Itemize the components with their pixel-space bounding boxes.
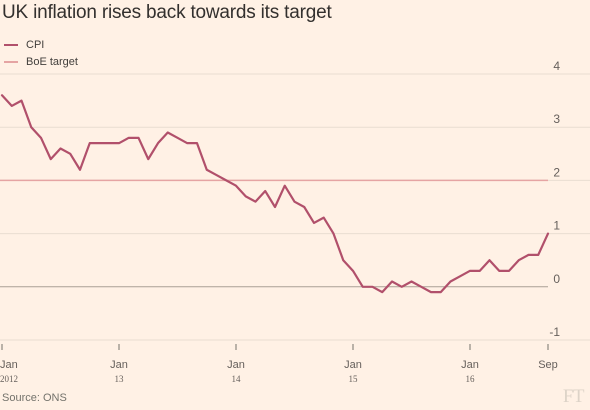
legend-item-cpi: CPI [4,36,78,53]
y-tick-label: 2 [553,165,560,179]
legend-swatch-cpi [4,43,18,46]
y-tick-label: 0 [553,272,560,286]
y-tick-label: 1 [553,219,560,233]
y-tick-label: 4 [553,59,560,73]
x-tick-year-label: 15 [349,374,359,384]
x-tick-year-label: 16 [466,374,476,384]
x-tick-label: Jan [0,359,18,371]
chart-title: UK inflation rises back towards its targ… [2,2,332,23]
legend-label-boe-target: BoE target [26,55,78,68]
ft-logo: FT [562,386,585,407]
legend: CPI BoE target [4,36,78,70]
x-tick-label: Jan [227,359,245,371]
x-tick-year-label: 2012 [0,374,18,384]
x-tick-label: Sep [538,359,558,371]
x-tick-label: Jan [110,359,128,371]
x-tick-year-label: 13 [115,374,125,384]
y-tick-label: 3 [553,112,560,126]
source-note: Source: ONS [2,392,67,404]
legend-item-boe-target: BoE target [4,53,78,70]
x-tick-label: Jan [344,359,362,371]
y-tick-label: -1 [549,325,560,339]
legend-label-cpi: CPI [26,38,45,51]
x-tick-year-label: 14 [232,374,242,384]
x-tick-label: Jan [461,359,479,371]
legend-swatch-boe-target [4,60,18,63]
cpi-series-line [0,94,550,294]
